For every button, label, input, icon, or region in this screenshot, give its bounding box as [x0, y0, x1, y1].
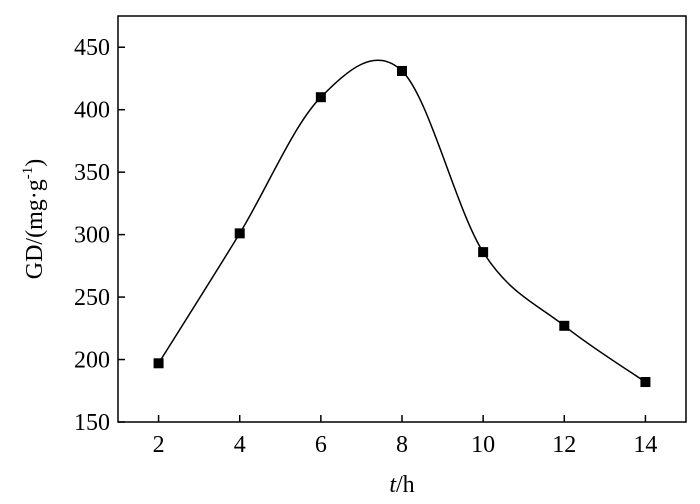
marker	[559, 320, 570, 331]
x-axis-label: t/h	[389, 472, 414, 498]
y-tick-label: 400	[74, 98, 110, 124]
y-tick-label: 250	[74, 285, 110, 311]
x-label-part: /h	[396, 472, 415, 498]
y-label-part: GD/(mg·g	[22, 179, 48, 279]
x-tick-label: 12	[552, 432, 576, 458]
x-tick-label: 6	[315, 432, 327, 458]
marker	[640, 377, 651, 388]
series-line	[157, 59, 646, 383]
y-axis-label: GD/(mg·g-1)	[20, 159, 48, 279]
y-label-part: )	[22, 159, 48, 167]
y-tick-label: 450	[74, 35, 110, 61]
marker	[315, 92, 326, 103]
marker	[478, 247, 489, 258]
marker	[397, 65, 407, 76]
x-tick-label: 4	[234, 432, 246, 458]
x-tick-label: 8	[396, 432, 408, 458]
plot-frame	[117, 15, 687, 423]
x-label-part: t	[389, 472, 397, 498]
y-tick-label: 200	[74, 348, 110, 374]
x-tick-label: 10	[471, 432, 495, 458]
y-tick-label: 350	[74, 160, 110, 186]
y-label-sup: -1	[20, 167, 36, 180]
marker	[234, 228, 245, 239]
y-tick-label: 300	[74, 223, 110, 249]
x-tick-label: 14	[633, 432, 657, 458]
x-tick-label: 2	[153, 432, 165, 458]
y-tick-label: 150	[74, 410, 110, 436]
marker	[153, 358, 164, 369]
